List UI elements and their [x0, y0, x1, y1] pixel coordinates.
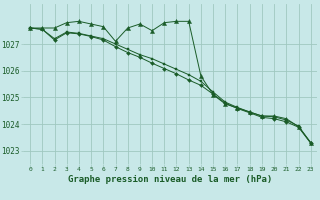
X-axis label: Graphe pression niveau de la mer (hPa): Graphe pression niveau de la mer (hPa) — [68, 175, 273, 184]
